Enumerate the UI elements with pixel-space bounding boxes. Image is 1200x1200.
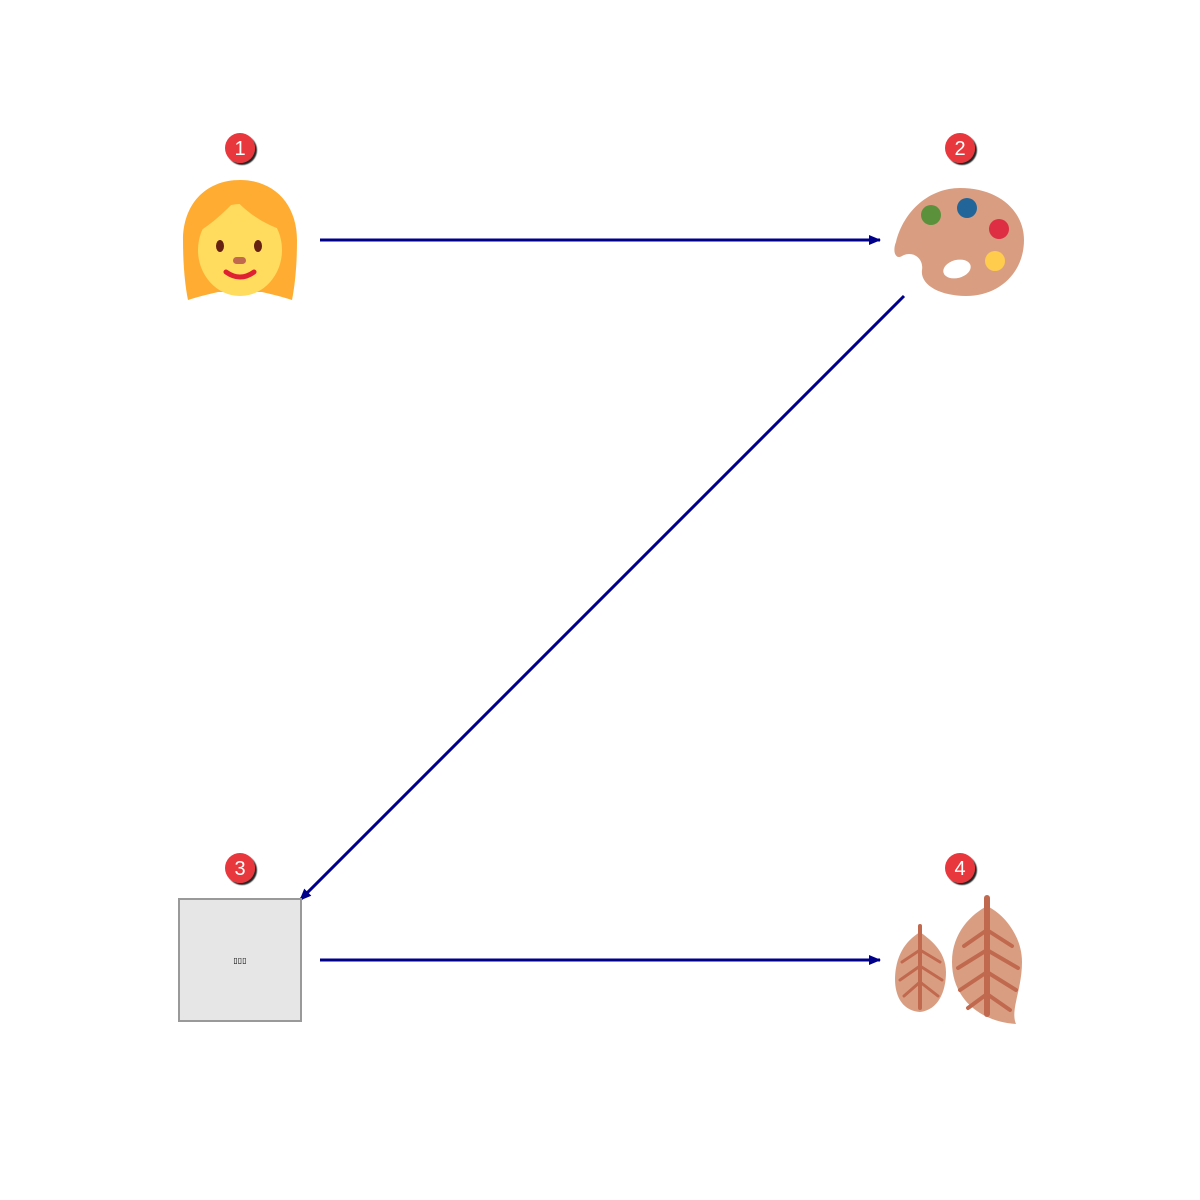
leaves-icon — [895, 895, 1022, 1024]
placeholder-text: ▯▯▯ — [233, 956, 246, 965]
badge-2 — [945, 133, 975, 163]
badge-2-label: 2 — [954, 138, 965, 160]
badge-1 — [225, 133, 255, 163]
node-2: 2 — [894, 133, 1024, 296]
artist-palette-icon — [894, 188, 1024, 296]
badge-1-label: 1 — [234, 138, 245, 160]
node-4: 4 — [895, 853, 1022, 1024]
badge-4-label: 4 — [954, 858, 965, 880]
badge-3 — [225, 853, 255, 883]
edge-2-to-3 — [298, 294, 906, 902]
badge-4 — [945, 853, 975, 883]
missing-image-placeholder — [178, 898, 302, 1022]
node-1: 1 — [183, 133, 297, 300]
node-3: ▯▯▯ 3 — [178, 853, 302, 1022]
woman-face-icon — [183, 180, 297, 300]
badge-3-label: 3 — [234, 858, 245, 880]
edges — [298, 235, 906, 965]
